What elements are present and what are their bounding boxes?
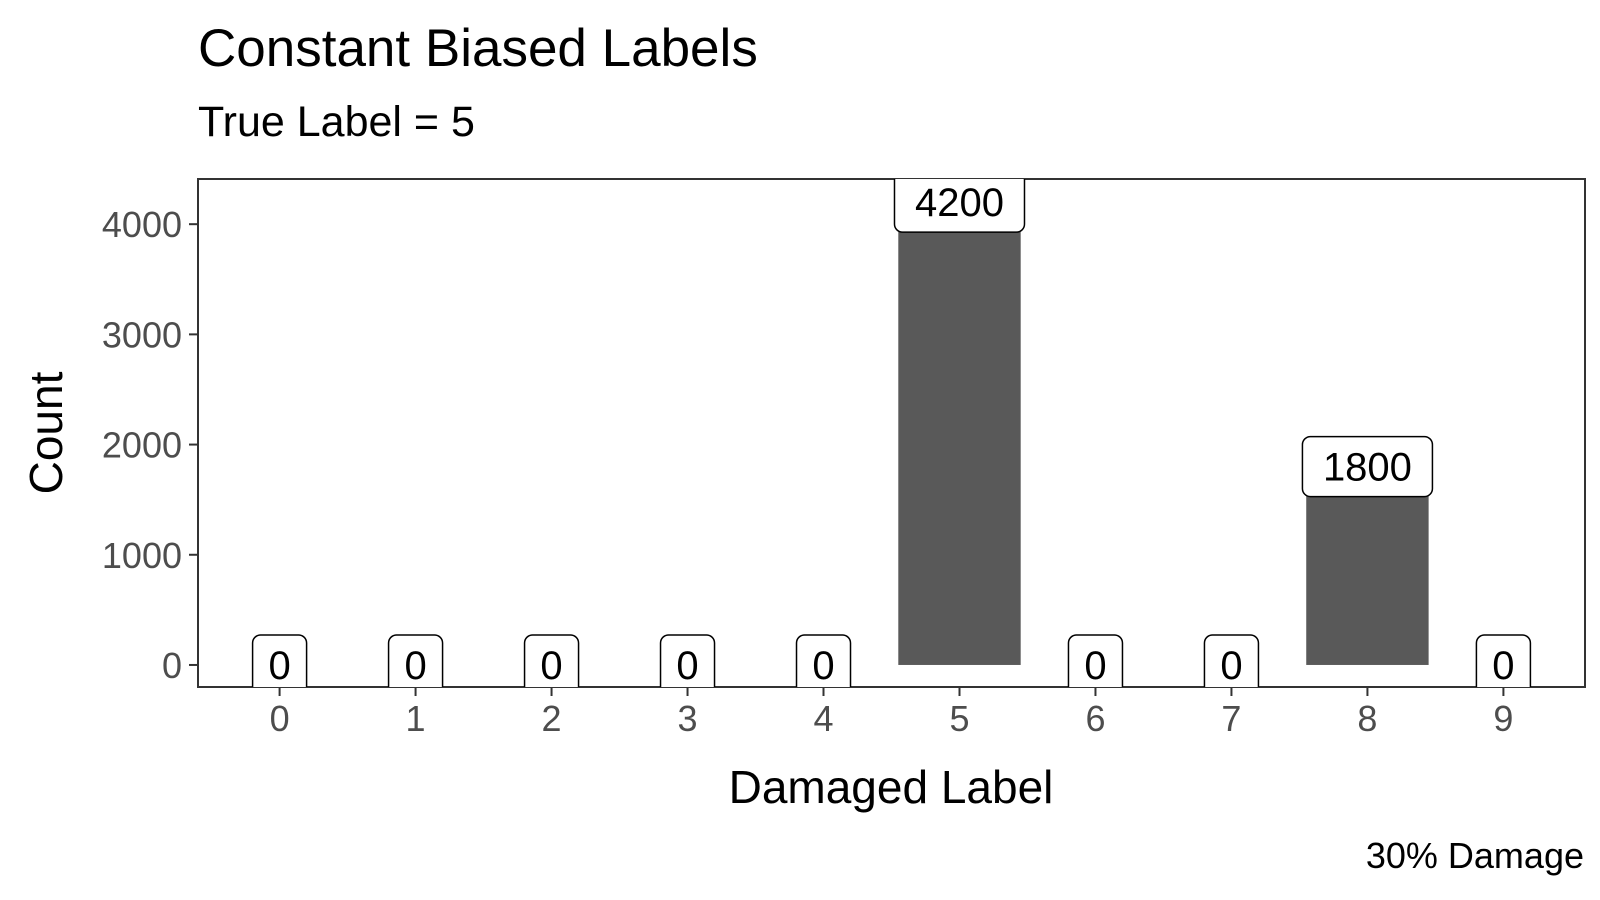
- chart-title: Constant Biased Labels: [198, 19, 758, 78]
- x-tick-label: 0: [270, 698, 290, 739]
- bar-8: [1306, 466, 1429, 665]
- x-tick-label: 5: [949, 698, 969, 739]
- data-label-box: [1301, 435, 1434, 498]
- x-tick-label: 2: [542, 698, 562, 739]
- data-label: 0: [1084, 644, 1106, 688]
- y-axis-title: Count: [20, 371, 72, 494]
- bars-layer: [898, 202, 1429, 665]
- y-tick-label: 0: [162, 645, 182, 686]
- y-tick-label: 1000: [102, 535, 182, 576]
- bar-5: [898, 202, 1021, 665]
- data-label-box: [1475, 634, 1532, 687]
- chart-caption: 30% Damage: [1365, 835, 1584, 876]
- y-tick-label: 2000: [102, 425, 182, 466]
- data-label-box: [795, 634, 852, 687]
- x-tick-label: 4: [813, 698, 833, 739]
- data-label-box: [387, 634, 444, 687]
- data-label-box: [1067, 634, 1124, 687]
- data-label: 0: [404, 644, 426, 688]
- data-label: 0: [268, 644, 290, 688]
- y-tick-label: 4000: [102, 204, 182, 245]
- x-tick-label: 8: [1357, 698, 1377, 739]
- y-tick-label: 3000: [102, 314, 182, 355]
- data-label: 1800: [1323, 446, 1412, 490]
- data-label: 4200: [915, 181, 1004, 225]
- data-label-box: [1203, 634, 1260, 687]
- x-tick-label: 1: [406, 698, 426, 739]
- x-axis-title: Damaged Label: [729, 761, 1054, 813]
- data-label: 0: [676, 644, 698, 688]
- x-tick-label: 7: [1221, 698, 1241, 739]
- data-label: 0: [1492, 644, 1514, 688]
- data-label: 0: [540, 644, 562, 688]
- chart-subtitle: True Label = 5: [198, 98, 475, 146]
- data-label-box: [251, 634, 308, 687]
- data-label: 0: [1220, 644, 1242, 688]
- x-tick-label: 6: [1085, 698, 1105, 739]
- axes-layer: 0 1000 2000 3000 4000 0 1 2 3 4 5 6 7 8 9: [102, 204, 1514, 739]
- data-label: 0: [812, 644, 834, 688]
- x-tick-label: 9: [1493, 698, 1513, 739]
- plot-panel-border: [197, 178, 1586, 688]
- data-labels-layer: 0 0 0 0 0 4200 0 0 1800 0: [251, 179, 1532, 688]
- data-label-box: [893, 179, 1026, 233]
- x-tick-label: 3: [678, 698, 698, 739]
- data-label-box: [523, 634, 580, 687]
- data-label-box: [659, 634, 716, 687]
